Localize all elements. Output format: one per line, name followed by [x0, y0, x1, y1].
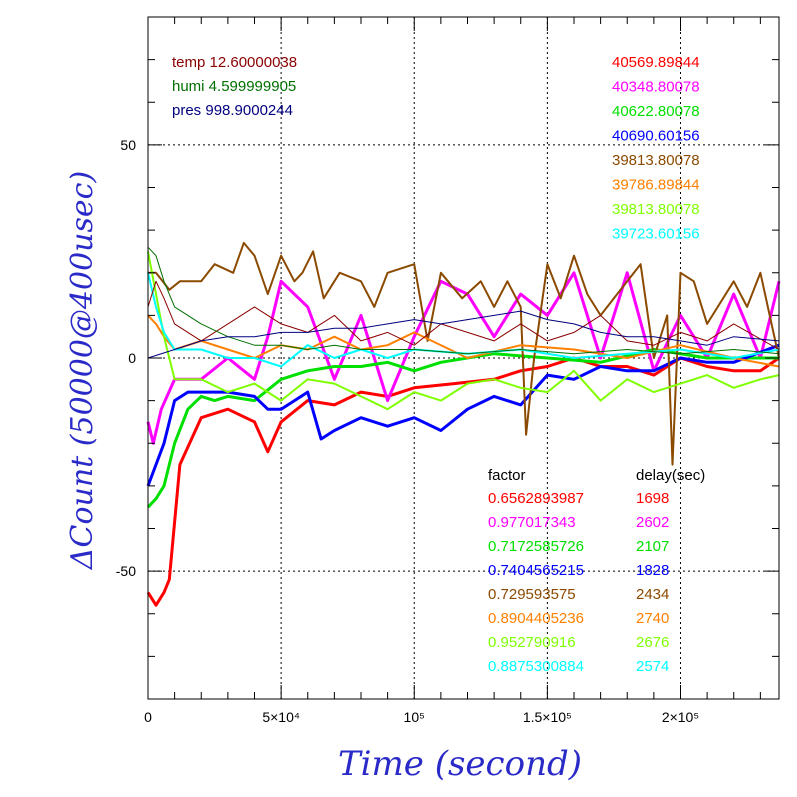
x-tick-label: 2×10⁵: [662, 709, 699, 725]
delay-value: 2676: [636, 634, 669, 651]
series-layer: [146, 241, 781, 607]
factor-value: 0.8875300884: [488, 658, 584, 675]
factor-value: 0.952790916: [488, 634, 576, 651]
delay-value: 2107: [636, 538, 669, 555]
series-line-7: [147, 251, 780, 411]
x-tick-label: 10⁵: [404, 709, 425, 725]
delay-value: 2574: [636, 658, 669, 675]
factor-header: factor: [488, 467, 526, 484]
x-tick-label: 5×10⁴: [262, 709, 300, 725]
factor-value: 0.729593575: [488, 586, 576, 603]
axis-ticks: [147, 16, 779, 700]
delay-value: 2740: [636, 610, 669, 627]
x-tick-label: 1.5×10⁵: [523, 709, 572, 725]
factor-value: 0.977017343: [488, 514, 576, 531]
y-tick-label: -50: [116, 563, 136, 579]
y-tick-label: 50: [120, 137, 136, 153]
mean-legend-entry: 39813.80078: [612, 201, 700, 218]
mean-legend-entry: 40569.89844: [612, 54, 700, 71]
series-line-4: [146, 343, 780, 487]
x-axis-title: Time (second): [338, 744, 582, 784]
delay-value: 1698: [636, 490, 669, 507]
env-legend-entry: humi 4.599999905: [172, 78, 296, 95]
legends: temp 12.60000038 humi 4.599999905 pres 998…: [172, 54, 705, 675]
series-line-5: [148, 241, 780, 466]
factor-value: 0.7172585726: [488, 538, 584, 555]
y-axis-title: ΔCount (50000@400usec): [65, 171, 100, 570]
x-tick-label: 0: [144, 709, 152, 725]
series-line-10: [147, 246, 780, 355]
env-legend-entry: temp 12.60000038: [172, 54, 297, 71]
series-line-9: [147, 280, 780, 350]
mean-legend-entry: 40348.80078: [612, 79, 700, 96]
factor-value: 0.7404565215: [488, 562, 584, 579]
env-legend-entry: pres 998.9000244: [172, 102, 293, 119]
factor-value: 0.6562893987: [488, 490, 584, 507]
series-line-1: [146, 356, 780, 607]
factor-value: 0.8904405236: [488, 610, 584, 627]
tick-labels: 0 5×10⁴ 10⁵ 1.5×10⁵ 2×10⁵ 50 0 -50: [116, 137, 699, 725]
series-line-11: [147, 310, 780, 359]
delay-header: delay(sec): [636, 467, 705, 484]
y-tick-label: 0: [128, 350, 136, 366]
delay-value: 2434: [636, 586, 669, 603]
mean-legend-entry: 39813.80078: [612, 152, 700, 169]
mean-legend-entry: 40622.80078: [612, 103, 700, 120]
delay-value: 1828: [636, 562, 669, 579]
series-line-8: [147, 272, 780, 368]
mean-legend-entry: 39786.89844: [612, 177, 700, 194]
mean-legend-entry: 40690.60156: [612, 128, 700, 145]
mean-legend-entry: 39723.60156: [612, 226, 700, 243]
delay-value: 2602: [636, 514, 669, 531]
series-line-3: [146, 348, 779, 509]
